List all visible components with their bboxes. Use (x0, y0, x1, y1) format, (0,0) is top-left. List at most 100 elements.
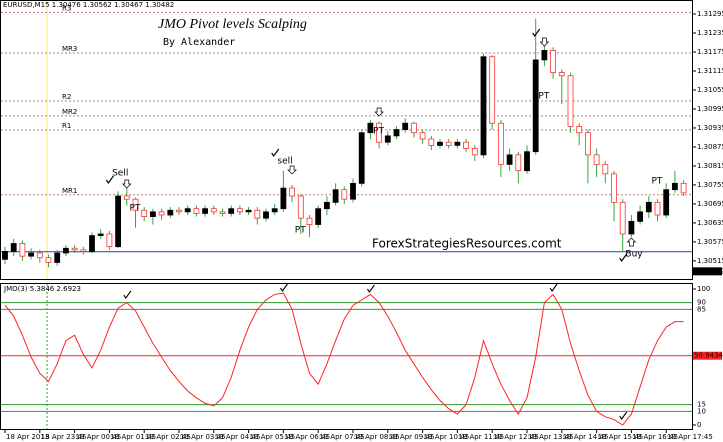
candle-body (97, 233, 104, 236)
candle-body (550, 50, 556, 73)
candle-body (19, 243, 26, 257)
candle-body (149, 211, 156, 217)
pivot-label: R2 (62, 93, 71, 101)
candle-body (36, 252, 43, 259)
candle-body (71, 247, 78, 251)
y-tick-label: 1.30995 (697, 105, 723, 113)
candle-body (45, 257, 52, 263)
candle-body (410, 122, 417, 134)
y-tick-label: 10 (697, 407, 706, 415)
y-tick-label: 85 (697, 305, 706, 313)
symbol-header: EURUSD,M15 1.30476 1.30562 1.30467 1.304… (3, 1, 174, 9)
pivot-label: MR2 (62, 108, 77, 116)
y-tick-label: 15 (697, 401, 706, 409)
candle-body (576, 125, 583, 134)
x-tick-label: 19 Apr 04:45 (215, 433, 261, 441)
arrow-icon (539, 37, 550, 47)
candle-body (567, 75, 574, 127)
chart-title: JMO Pivot levels Scalping (158, 17, 307, 32)
candle-body (89, 235, 95, 252)
y-tick-label: 0 (697, 421, 701, 429)
candle-body (428, 138, 435, 146)
y-tick-label: 100 (697, 285, 710, 293)
y-tick-label: 1.30935 (697, 124, 723, 132)
x-tick-label: 19 Apr 07:45 (319, 433, 365, 441)
x-tick-label: 19 Apr 06:45 (284, 433, 330, 441)
current-price-box (693, 267, 722, 276)
y-tick-label: 1.30755 (697, 181, 723, 189)
candle-body (645, 201, 652, 213)
candle-body (454, 141, 461, 146)
candle-body (202, 208, 209, 214)
y-tick-label: 1.30815 (697, 162, 723, 170)
check-icon (619, 411, 628, 420)
candle-body (80, 249, 87, 252)
check-icon (366, 284, 375, 293)
candle-body (480, 56, 487, 156)
annotation: PT (652, 177, 663, 187)
x-tick-label: 19 Apr 08:45 (354, 433, 400, 441)
candle-body (280, 187, 287, 210)
x-tick-label: 18 Apr 23:45 (41, 433, 87, 441)
candle-body (219, 211, 226, 214)
candle-body (402, 122, 409, 130)
candle-body (672, 182, 678, 191)
pivot-label: R3 (62, 4, 71, 12)
candle-body (515, 154, 522, 172)
candle-body (167, 209, 174, 216)
main-panel (0, 0, 693, 280)
x-tick-label: 19 Apr 05:45 (250, 433, 296, 441)
candle-body (132, 198, 139, 211)
annotation: PT (538, 92, 549, 102)
candle-body (463, 141, 470, 149)
arrow-icon (121, 179, 132, 189)
x-tick-label: 19 Apr 17:45 (667, 433, 713, 441)
candle-body (123, 195, 130, 200)
pivot-label: R1 (62, 122, 71, 130)
level-box (693, 351, 722, 360)
x-tick-label: 19 Apr 12:45 (493, 433, 539, 441)
x-tick-label: 19 Apr 02:45 (145, 433, 191, 441)
annotation: PT (373, 127, 384, 137)
candle-body (193, 208, 200, 214)
candle-body (63, 247, 69, 254)
x-tick-label: 19 Apr 13:45 (528, 433, 574, 441)
y-tick-label: 1.31115 (697, 67, 723, 75)
candle-body (289, 187, 296, 197)
candle-body (419, 132, 426, 140)
annotation: PT (295, 226, 306, 236)
candle-body (376, 122, 383, 143)
candle-body (637, 211, 643, 222)
y-tick-label: 1.31175 (697, 48, 723, 56)
x-tick-label: 19 Apr 11:45 (458, 433, 504, 441)
candle-body (602, 163, 609, 175)
y-tick-label: 1.30515 (697, 257, 723, 265)
candle-body (593, 154, 600, 165)
oscillator-line (4, 292, 684, 426)
candle-body (184, 208, 191, 213)
candle-body (384, 135, 391, 143)
y-tick-label: 1.30695 (697, 200, 723, 208)
check-icon (271, 148, 280, 158)
candle-body (236, 208, 243, 213)
candle-body (445, 141, 452, 146)
x-tick-label: 19 Apr 00:45 (76, 433, 122, 441)
candle-body (471, 148, 478, 156)
y-tick-label: 1.31055 (697, 86, 723, 94)
x-tick-label: 19 Apr 16:45 (632, 433, 678, 441)
candle-body (558, 72, 565, 77)
x-tick-label: 19 Apr 01:45 (110, 433, 156, 441)
candle-body (297, 195, 304, 219)
annotation: Buy (625, 250, 643, 260)
candle-body (524, 151, 530, 172)
pivot-label: MR3 (62, 45, 77, 53)
candle-body (611, 173, 617, 203)
candle-body (663, 189, 670, 216)
candle-body (393, 129, 400, 137)
candle-body (158, 211, 165, 216)
candle-body (228, 208, 235, 214)
y-tick-label: 90 (697, 299, 706, 307)
candle-body (54, 252, 61, 263)
